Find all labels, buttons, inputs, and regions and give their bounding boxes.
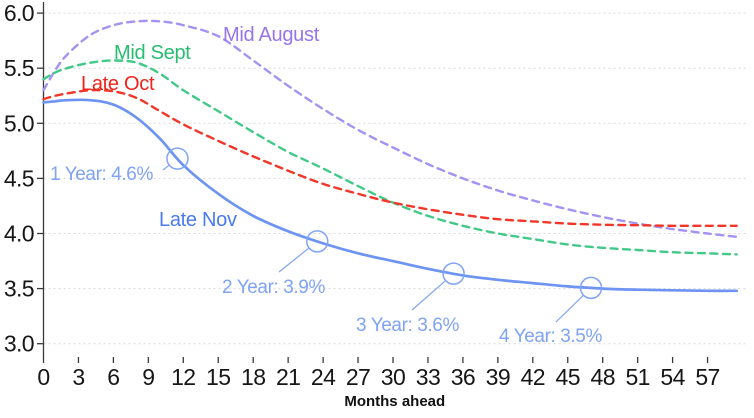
series-labels-layer: Mid August Mid Sept Late Oct Late Nov (81, 24, 320, 231)
annotation-leader-2 (278, 247, 310, 273)
y-tick-label-4.0: 4.0 (4, 221, 34, 247)
x-tick-label-54: 54 (660, 364, 685, 390)
annotation-label-4: 4 Year: 3.5% (499, 326, 602, 347)
x-tick-label-9: 9 (142, 364, 154, 390)
x-tick-label-24: 24 (311, 364, 336, 390)
series-label-late-oct: Late Oct (81, 73, 155, 95)
annotation-circle-1 (166, 147, 189, 170)
series-line-late-oct (42, 88, 738, 228)
annotation-leader-4 (555, 294, 584, 323)
annotation-circle-4 (579, 276, 603, 300)
x-tick-label-48: 48 (591, 364, 615, 390)
series-label-mid-sept: Mid Sept (114, 42, 191, 64)
x-tick-label-45: 45 (556, 364, 580, 390)
x-tick-label-42: 42 (521, 364, 545, 390)
annotation-label-2: 2 Year: 3.9% (222, 277, 325, 298)
x-tick-label-30: 30 (381, 364, 405, 390)
x-tick-label-33: 33 (416, 364, 440, 390)
annotation-leader-3 (411, 280, 447, 311)
y-tick-label-3.0: 3.0 (4, 331, 34, 357)
series-line-late-nov (42, 98, 739, 293)
y-tick-label-6.0: 6.0 (4, 0, 34, 26)
series-lines-layer (42, 19, 739, 293)
annotation-circle-2 (306, 230, 329, 253)
y-tick-label-5.5: 5.5 (4, 55, 34, 81)
x-tick-label-39: 39 (486, 364, 510, 390)
axes-layer (37, 2, 709, 363)
tick-labels-layer: 6.05.55.04.54.03.53.00 3 6 9 12 15 18 21 24 27 30 3… (4, 0, 721, 410)
series-label-late-nov: Late Nov (159, 209, 237, 231)
x-tick-label-15: 15 (206, 364, 230, 390)
x-axis-title: Months ahead (344, 393, 445, 410)
x-tick-label-51: 51 (625, 364, 649, 390)
x-tick-label-57: 57 (695, 364, 719, 390)
series-line-mid-august (42, 19, 738, 238)
x-tick-label-36: 36 (451, 364, 475, 390)
x-tick-label-27: 27 (346, 364, 370, 390)
x-tick-label-0: 0 (37, 364, 49, 390)
x-tick-label-6: 6 (107, 364, 119, 390)
y-tick-label-3.5: 3.5 (4, 276, 34, 302)
series-line-mid-sept (42, 59, 738, 256)
x-tick-label-21: 21 (276, 364, 300, 390)
series-label-mid-august: Mid August (223, 24, 320, 46)
annotation-circle-3 (442, 262, 465, 285)
x-tick-label-3: 3 (72, 364, 84, 390)
y-tick-label-5.0: 5.0 (4, 110, 34, 136)
annotation-label-1: 1 Year: 4.6% (50, 164, 153, 185)
annotation-label-3: 3 Year: 3.6% (356, 315, 459, 336)
x-tick-label-12: 12 (171, 364, 195, 390)
annotation-leader-1 (162, 164, 170, 171)
y-tick-label-4.5: 4.5 (4, 165, 34, 191)
annotations-layer: 1 Year: 4.6% 2 Year: 3.9% 3 Year: 3.6% 4 Ye… (50, 147, 603, 347)
x-tick-label-18: 18 (241, 364, 265, 390)
